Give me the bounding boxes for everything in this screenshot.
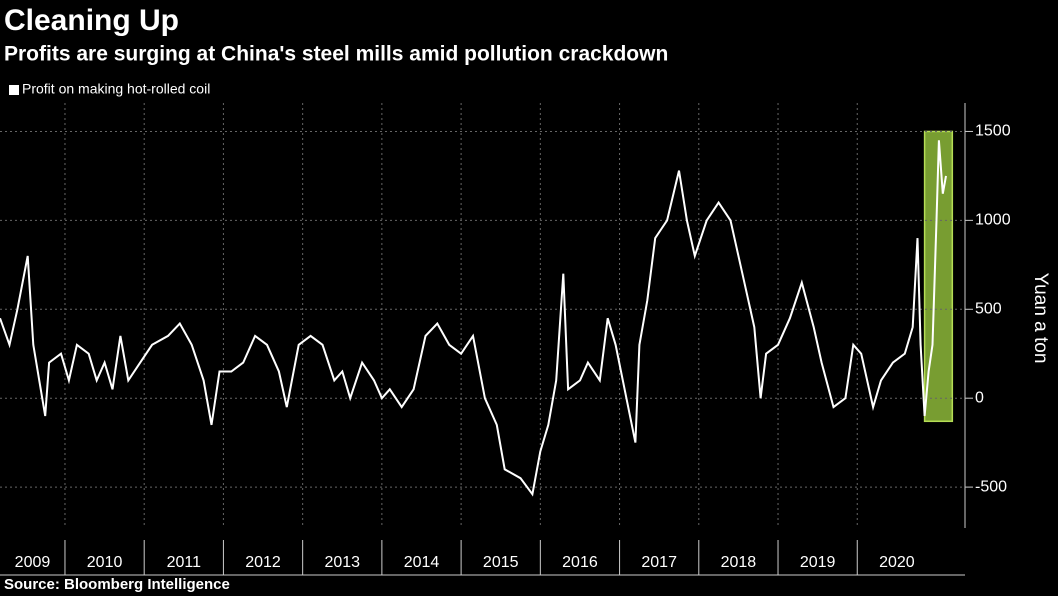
x-tick-label: 2016: [562, 554, 598, 571]
chart-subtitle: Profits are surging at China's steel mil…: [4, 43, 668, 66]
x-tick-label: 2009: [15, 554, 51, 571]
source: Source: Bloomberg Intelligence: [4, 576, 230, 593]
x-tick-label: 2012: [245, 554, 281, 571]
x-tick-label: 2015: [483, 554, 519, 571]
x-tick-label: 2020: [879, 554, 915, 571]
x-tick-label: 2017: [641, 554, 677, 571]
x-tick-label: 2014: [404, 554, 440, 571]
y-tick-label: 500: [975, 300, 1002, 317]
x-tick-label: 2013: [324, 554, 360, 571]
chart-title: Cleaning Up: [4, 4, 179, 37]
y-tick-label: 1500: [975, 123, 1011, 140]
x-tick-label: 2011: [167, 554, 202, 571]
y-axis-label: Yuan a ton: [1030, 273, 1051, 364]
legend-swatch: [9, 85, 19, 95]
y-tick-label: 1000: [975, 212, 1011, 229]
x-tick-label: 2018: [721, 554, 757, 571]
y-tick-label: 0: [975, 389, 984, 406]
x-tick-label: 2019: [800, 554, 836, 571]
x-tick-label: 2010: [87, 554, 123, 571]
legend-label: Profit on making hot-rolled coil: [22, 81, 210, 97]
line: [0, 140, 947, 497]
y-tick-label: -500: [975, 478, 1007, 495]
